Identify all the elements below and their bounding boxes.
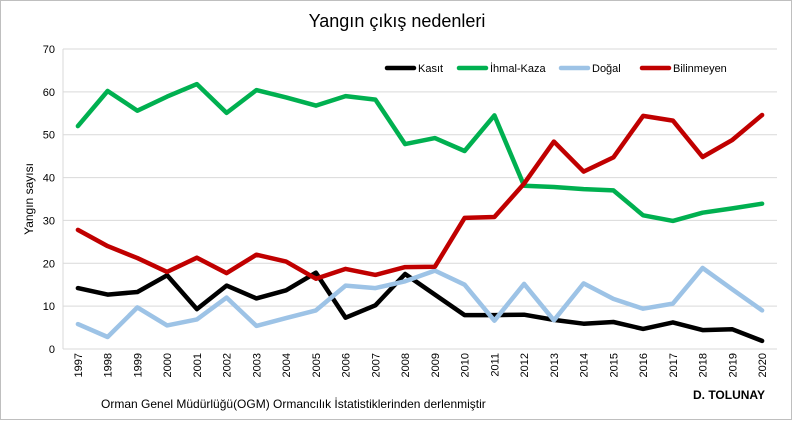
x-tick-label: 2013 — [549, 353, 561, 377]
y-tick-label: 0 — [49, 344, 55, 356]
x-tick-label: 2005 — [311, 353, 323, 377]
x-tick-label: 2016 — [638, 353, 650, 377]
y-axis-label: Yangın sayısı — [22, 163, 36, 235]
x-tick-label: 1997 — [73, 353, 85, 377]
legend-label: Doğal — [592, 63, 621, 75]
x-tick-label: 2001 — [192, 353, 204, 377]
x-tick-label: 2011 — [489, 353, 501, 377]
legend-label: İhmal-Kaza — [490, 62, 547, 75]
series-lines — [75, 81, 765, 344]
y-tick-label: 10 — [43, 301, 55, 313]
y-tick-label: 20 — [43, 258, 55, 270]
x-tick-label: 2004 — [281, 353, 293, 377]
series-line-0 — [75, 270, 765, 344]
y-tick-label: 50 — [43, 130, 55, 142]
legend-label: Kasıt — [418, 63, 443, 75]
x-tick-label: 2018 — [698, 353, 710, 377]
y-tick-label: 60 — [43, 87, 55, 99]
y-tick-label: 30 — [43, 215, 55, 227]
legend-label: Bilinmeyen — [673, 63, 727, 75]
axes — [62, 49, 777, 350]
x-tick-label: 2015 — [608, 353, 620, 377]
x-tick-label: 2002 — [222, 353, 234, 377]
x-tick-label: 2019 — [727, 353, 739, 377]
x-tick-label: 1998 — [103, 353, 115, 377]
x-tick-label: 2003 — [251, 353, 263, 377]
x-tick-label: 1999 — [132, 353, 144, 377]
x-tick-label: 2012 — [519, 353, 531, 377]
author-credit: D. TOLUNAY — [693, 388, 765, 402]
x-tick-label: 2017 — [668, 353, 680, 377]
x-tick-label: 2010 — [460, 353, 472, 377]
series-line-3 — [75, 112, 765, 281]
x-tick-label: 2020 — [757, 353, 769, 377]
y-tick-label: 40 — [43, 173, 55, 185]
x-tick-labels: 1997 1998 1999 2000 2001 2002 2003 2004 2005 2006… — [73, 353, 769, 377]
x-tick-label: 2000 — [162, 353, 174, 377]
legend: Kasıt İhmal-Kaza Doğal Bilinmeyen — [384, 62, 727, 75]
x-tick-label: 2008 — [400, 353, 412, 377]
x-tick-label: 2014 — [579, 353, 591, 377]
y-tick-label: 70 — [43, 44, 55, 56]
series-line-1 — [75, 81, 765, 224]
source-note: Orman Genel Müdürlüğü(OGM) Ormancılık İs… — [101, 397, 486, 411]
x-tick-label: 2009 — [430, 353, 442, 377]
chart-title: Yangın çıkış nedenleri — [309, 11, 486, 31]
x-tick-label: 2006 — [341, 353, 353, 377]
y-tick-labels: 0 10 20 30 40 50 60 70 — [43, 44, 55, 356]
series-line-2 — [75, 265, 765, 340]
x-tick-label: 2007 — [370, 353, 382, 377]
